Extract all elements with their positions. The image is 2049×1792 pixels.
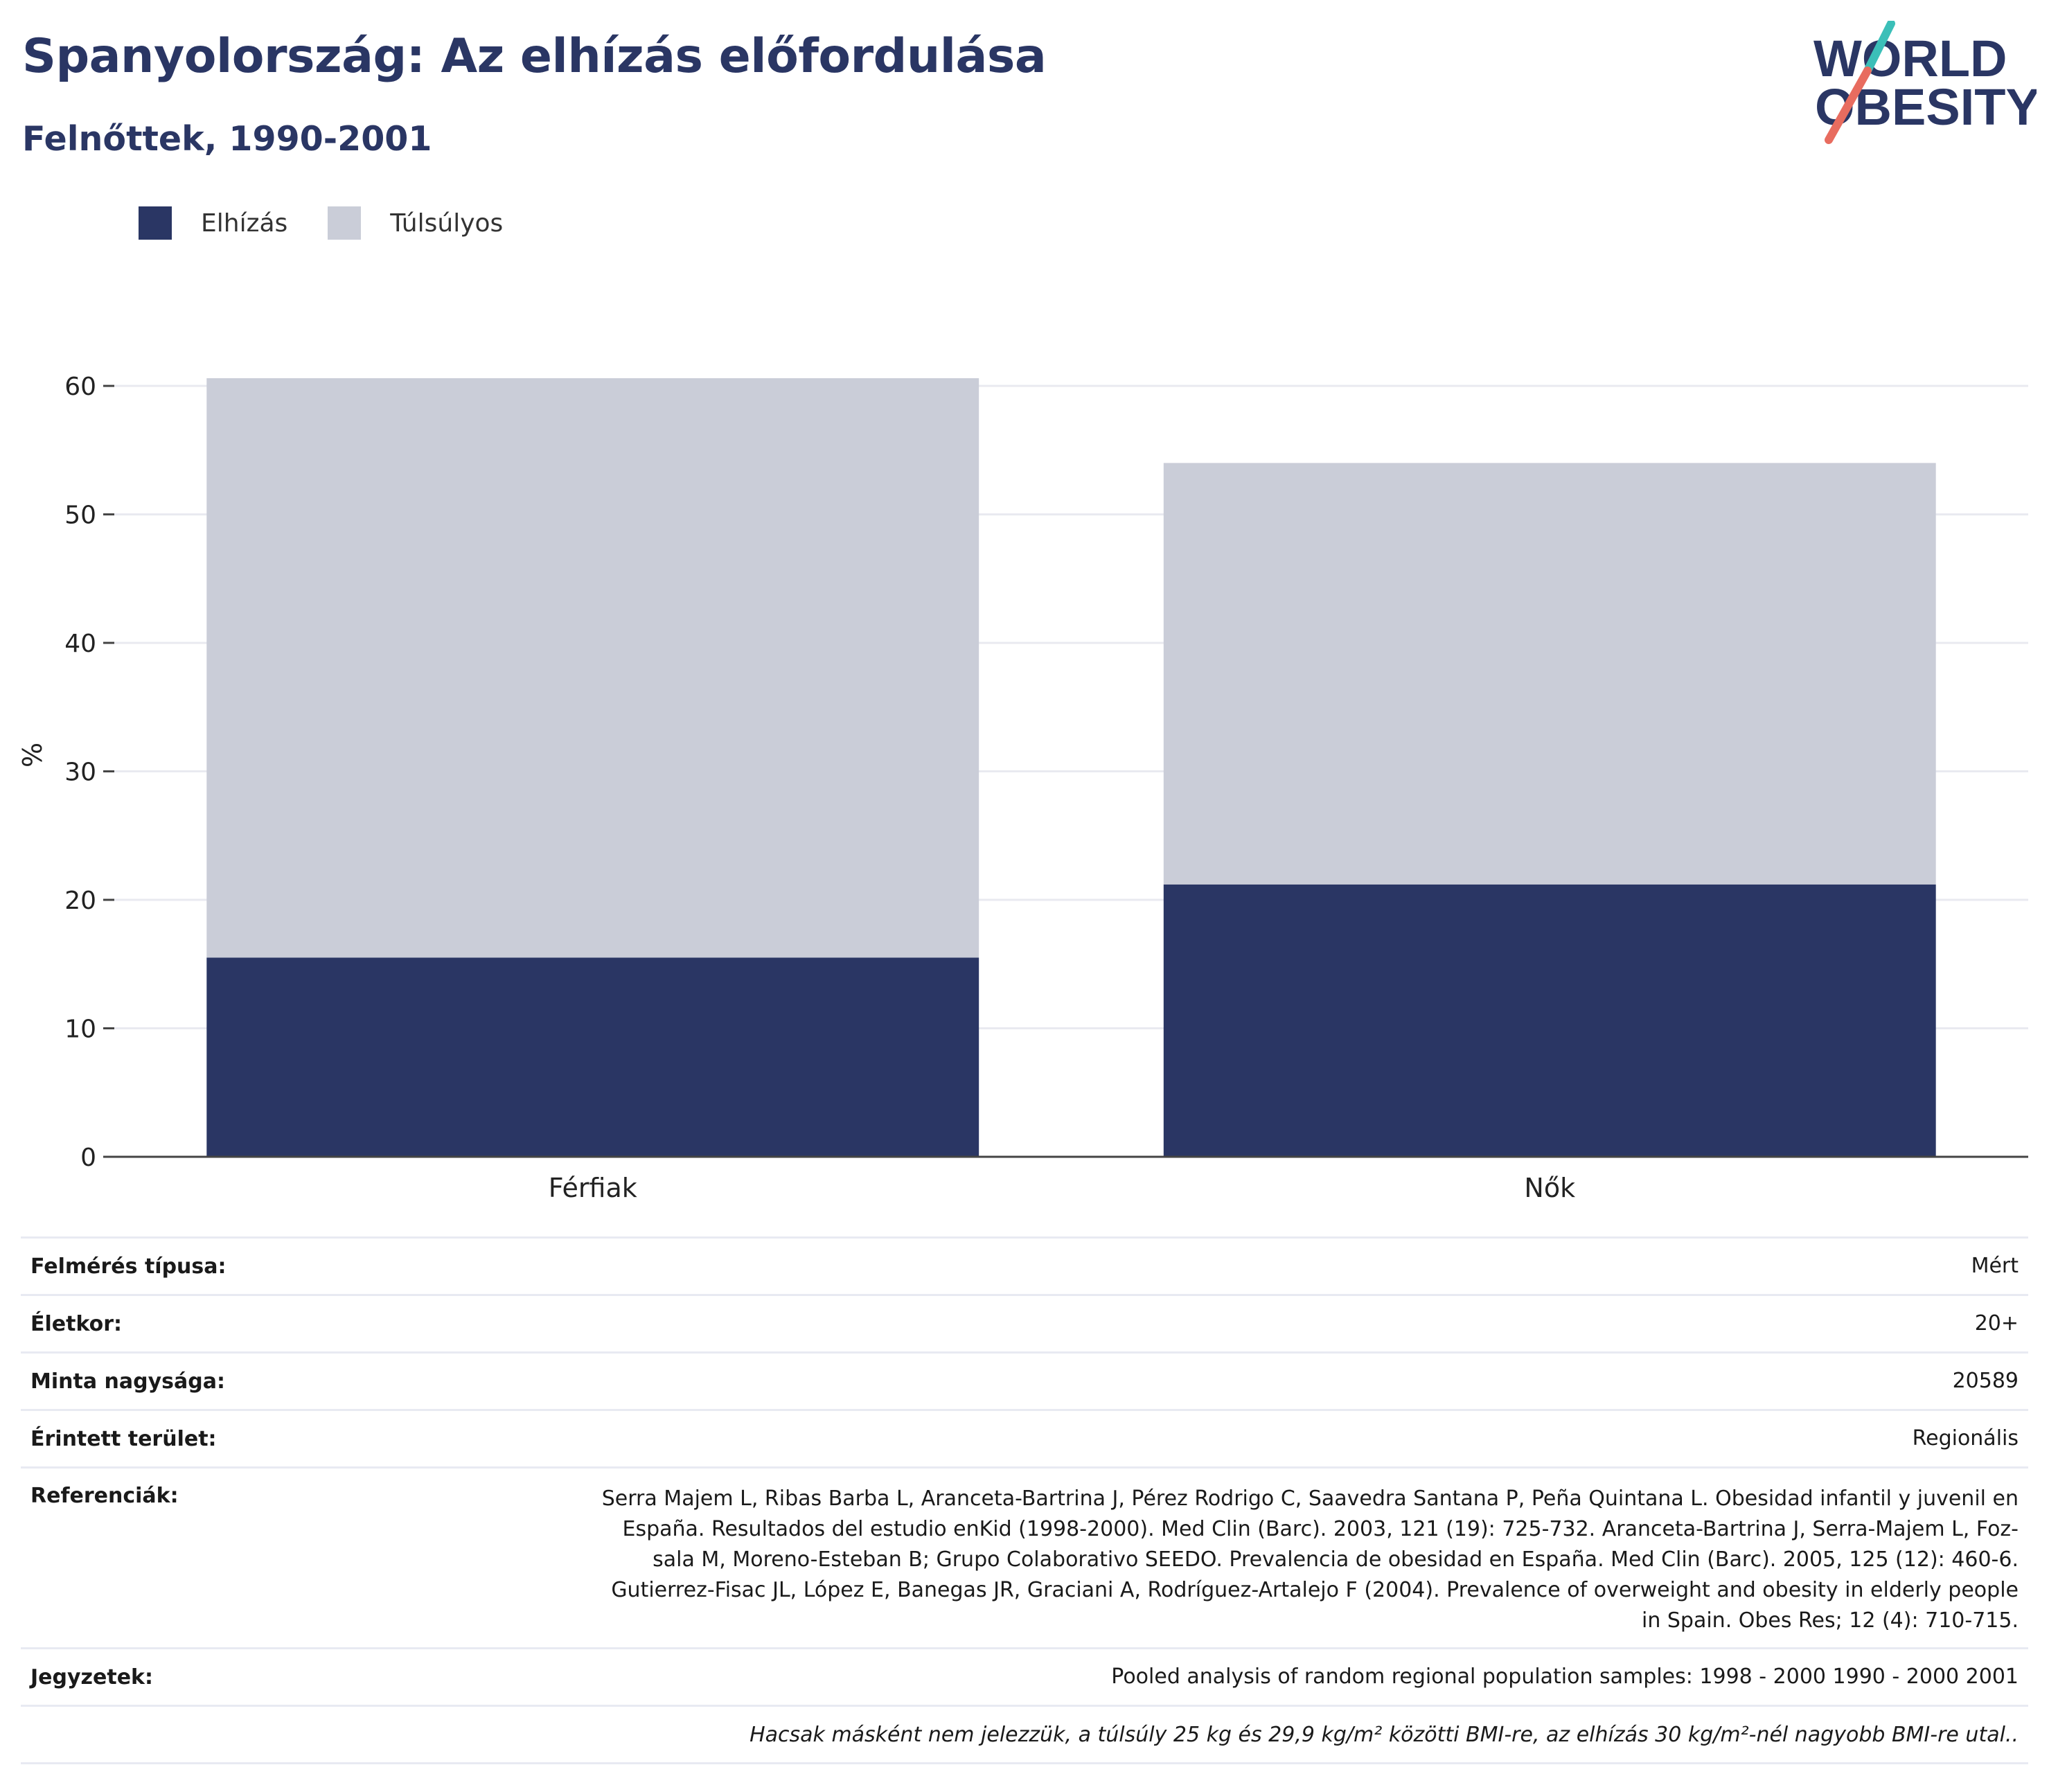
legend-label-overweight: Túlsúlyos <box>390 209 504 238</box>
reference-line: sala M, Moreno-Esteban B; Grupo Colabora… <box>653 1547 2019 1572</box>
meta-value-survey-type: Mért <box>456 1236 2028 1296</box>
y-tick-label: 40 <box>64 630 96 658</box>
meta-row-sample: Minta nagysága: 20589 <box>21 1352 2028 1411</box>
page-subtitle: Felnőttek, 1990-2001 <box>22 119 432 159</box>
logo-teal-stroke <box>1863 21 1895 75</box>
y-tick-label: 60 <box>64 373 96 401</box>
reference-line: Gutierrez-Fisac JL, López E, Banegas JR,… <box>611 1578 2019 1602</box>
reference-line: Serra Majem L, Ribas Barba L, Aranceta-B… <box>601 1487 2019 1511</box>
meta-key-age: Életkor: <box>21 1295 456 1354</box>
meta-value-sample: 20589 <box>456 1352 2028 1411</box>
bars <box>206 378 1936 1157</box>
y-tick-label: 20 <box>64 887 96 915</box>
meta-value-area: Regionális <box>456 1410 2028 1469</box>
bar-obesity-0 <box>206 957 979 1157</box>
x-tick-label: Férfiak <box>549 1173 637 1203</box>
y-tick-label: 0 <box>80 1144 96 1172</box>
y-axis-label: % <box>17 743 48 768</box>
y-tick-label: 10 <box>64 1015 96 1044</box>
bar-overweight-0 <box>206 378 979 958</box>
reference-line: España. Resultados del estudio enKid (19… <box>622 1517 2019 1541</box>
legend-item-obesity[interactable]: Elhízás <box>139 206 287 240</box>
legend-item-overweight[interactable]: Túlsúlyos <box>328 206 503 240</box>
chart-legend: Elhízás Túlsúlyos <box>139 205 543 241</box>
y-tick-label: 50 <box>64 502 96 530</box>
legend-label-obesity: Elhízás <box>201 209 288 238</box>
page-title: Spanyolország: Az elhízás előfordulása <box>22 29 1047 84</box>
meta-key-survey-type: Felmérés típusa: <box>21 1236 456 1296</box>
y-tick-label: 30 <box>64 759 96 787</box>
meta-key-area: Érintett terület: <box>21 1410 456 1469</box>
meta-row-survey-type: Felmérés típusa: Mért <box>21 1236 2028 1296</box>
stacked-bar-chart: 0 10 20 30 40 50 60 Férfiak Nők % <box>17 373 2028 1203</box>
reference-line: in Spain. Obes Res; 12 (4): 710-715. <box>1641 1608 2019 1633</box>
meta-row-footnote: Hacsak másként nem jelezzük, a túlsúly 2… <box>21 1705 2028 1764</box>
axes: 0 10 20 30 40 50 60 Férfiak Nők <box>64 373 2028 1203</box>
meta-value-references: Serra Majem L, Ribas Barba L, Aranceta-B… <box>456 1467 2028 1649</box>
logo-word-world: WORLD <box>1813 30 2007 87</box>
meta-row-references: Referenciák: Serra Majem L, Ribas Barba … <box>21 1467 2028 1649</box>
meta-row-notes: Jegyzetek: Pooled analysis of random reg… <box>21 1648 2028 1707</box>
x-tick-label: Nők <box>1524 1173 1575 1203</box>
meta-value-notes: Pooled analysis of random regional popul… <box>456 1648 2028 1707</box>
meta-key-references: Referenciák: <box>21 1467 456 1649</box>
meta-value-age: 20+ <box>456 1295 2028 1354</box>
legend-swatch-obesity <box>139 206 172 240</box>
meta-row-age: Életkor: 20+ <box>21 1295 2028 1354</box>
footnote: Hacsak másként nem jelezzük, a túlsúly 2… <box>21 1705 2028 1764</box>
logo-coral-stroke <box>1825 66 1872 144</box>
meta-row-area: Érintett terület: Regionális <box>21 1410 2028 1469</box>
legend-swatch-overweight <box>328 206 362 240</box>
meta-key-sample: Minta nagysága: <box>21 1352 456 1411</box>
metadata-table: Felmérés típusa: Mért Életkor: 20+ Minta… <box>21 1236 2028 1764</box>
bar-overweight-1 <box>1163 463 1936 885</box>
bar-obesity-1 <box>1163 884 1936 1157</box>
meta-key-notes: Jegyzetek: <box>21 1648 456 1707</box>
world-obesity-logo: WORLD OBESITY <box>1813 21 2037 144</box>
